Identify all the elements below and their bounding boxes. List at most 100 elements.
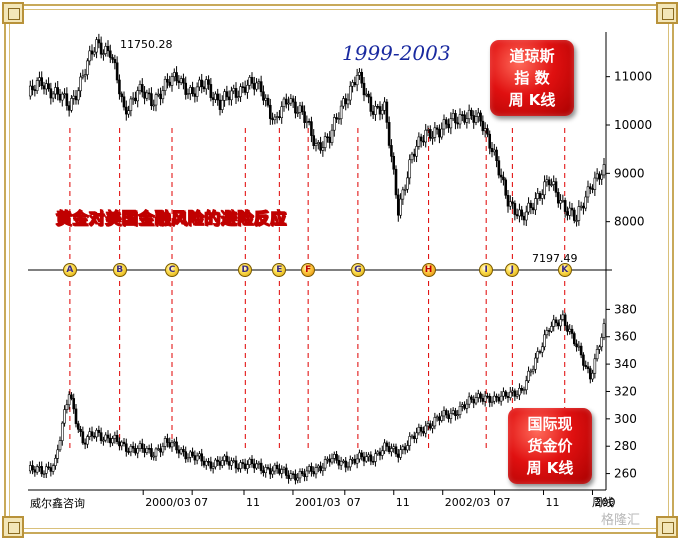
dow-candle-candle: [262, 91, 265, 101]
gold-candle-candle: [177, 449, 181, 454]
dow-candle-candle: [467, 109, 471, 120]
dow-candle-candle: [550, 184, 553, 186]
gold-candle-candle: [193, 455, 197, 461]
gold-candle-candle: [348, 459, 352, 468]
dow-candle-candle: [241, 86, 245, 88]
dow-candle-candle: [193, 93, 197, 97]
low-annotation: 7197.49: [532, 252, 578, 265]
dow-candle-candle: [74, 95, 78, 101]
event-marker-i: I: [479, 263, 494, 277]
gold-candle-candle: [419, 427, 423, 432]
dow-candle-candle: [63, 93, 66, 96]
gold-candle-candle: [179, 449, 183, 454]
dow-candle-candle: [255, 82, 258, 90]
gold-candle-candle: [547, 330, 551, 332]
gold-candle-candle: [380, 450, 384, 456]
dow-candle-candle: [387, 122, 391, 146]
dow-candle-candle: [600, 174, 604, 180]
dow-candle-candle: [319, 142, 322, 151]
gold-candle-candle: [520, 387, 524, 391]
gold-candle-candle: [76, 423, 80, 430]
gold-candle-candle: [106, 434, 110, 439]
dow-candle-candle: [490, 147, 494, 153]
gold-candle-candle: [172, 441, 176, 444]
dow-candle-candle: [271, 118, 274, 121]
gold-candle-candle: [262, 470, 265, 474]
badge-line: 国际现: [527, 415, 573, 433]
dow-candle-candle: [479, 112, 482, 122]
gold-candle-candle: [385, 442, 389, 447]
dow-candle-candle: [492, 149, 496, 153]
dow-candle-candle: [396, 194, 400, 216]
dow-candle-candle: [72, 95, 76, 99]
dow-candle-candle: [392, 155, 396, 170]
corner-ornament-icon: [656, 516, 678, 538]
dow-candle-candle: [170, 76, 174, 86]
gold-candle-candle: [278, 468, 281, 474]
gold-candle-candle: [330, 458, 334, 463]
dow-candle-candle: [353, 82, 357, 86]
dow-candle-candle: [287, 102, 290, 105]
gold-candle-candle: [570, 328, 574, 334]
gold-candle-candle: [38, 466, 41, 468]
gold-candle-candle: [282, 467, 286, 470]
dow-candle-candle: [47, 83, 50, 90]
gold-candle-candle: [476, 393, 480, 398]
gold-candle-candle: [392, 446, 396, 449]
gold-candle-candle: [378, 451, 382, 456]
gold-candle-candle: [460, 404, 464, 407]
gold-candle-candle: [220, 460, 224, 466]
dow-candle-candle: [145, 92, 149, 99]
dow-candle-candle: [177, 80, 181, 83]
dow-candle-candle: [556, 192, 560, 204]
gold-candle-candle: [115, 434, 119, 443]
dow-candle-candle: [390, 145, 393, 157]
dow-candle-candle: [579, 205, 583, 208]
gold-candle-candle: [399, 449, 402, 458]
event-marker-f: F: [301, 263, 316, 277]
gold-candle-candle: [275, 464, 279, 470]
dow-candle-candle: [543, 181, 546, 196]
dow-candle-candle: [440, 128, 444, 138]
dow-candle-candle: [182, 78, 185, 84]
gold-candle-candle: [296, 477, 300, 481]
dow-candle-candle: [538, 193, 542, 199]
gold-candle-candle: [268, 468, 272, 475]
dow-candle-candle: [65, 93, 69, 106]
gold-candle-candle: [575, 343, 578, 348]
gold-candle-candle: [175, 441, 178, 451]
gold-candle-candle: [447, 414, 450, 419]
gold-candle-candle: [335, 454, 338, 461]
dow-candle-candle: [163, 78, 167, 91]
dow-candle-candle: [547, 179, 551, 186]
gold-candle-candle: [358, 452, 361, 460]
gold-candle-candle: [51, 465, 55, 472]
gold-candle-candle: [207, 461, 210, 463]
dow-candle-candle: [497, 160, 501, 176]
gold-candle-candle: [387, 446, 391, 453]
gold-candle-candle: [136, 448, 140, 454]
dow-candle-candle: [307, 121, 311, 123]
gold-candle-candle: [168, 442, 172, 448]
gold-candle-candle: [227, 461, 231, 466]
gold-candle-candle: [248, 458, 252, 465]
gold-candle-candle: [280, 469, 284, 474]
dow-candle-candle: [552, 181, 556, 185]
dow-candle-candle: [499, 174, 503, 178]
gold-candle-candle: [499, 395, 503, 402]
x-tick-label: 2000/03: [145, 496, 191, 509]
dow-candle-candle: [591, 188, 594, 190]
dow-candle-candle: [49, 88, 53, 99]
dow-candle-candle: [218, 99, 222, 110]
dow-candle-candle: [296, 112, 300, 114]
y-tick-label: 10000: [614, 118, 652, 132]
gold-candle-candle: [255, 463, 258, 469]
gold-candle-candle: [326, 458, 329, 461]
dow-candle-candle: [460, 114, 464, 116]
gold-candle-candle: [271, 470, 274, 475]
gold-candle-candle: [198, 453, 201, 457]
dow-candle-candle: [266, 97, 270, 106]
dow-candle-candle: [316, 142, 320, 145]
x-axis-end-label: 周线: [592, 495, 614, 509]
